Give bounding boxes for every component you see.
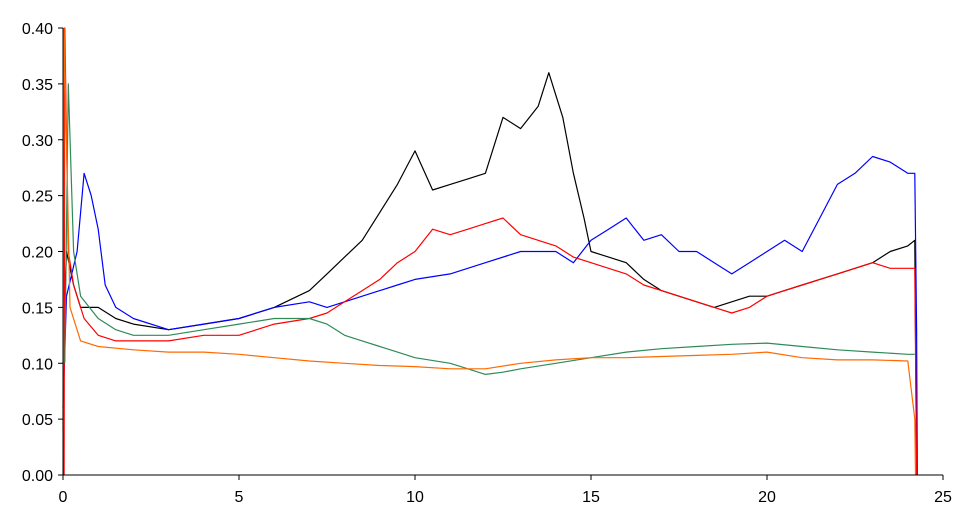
x-tick-label: 25 — [934, 489, 952, 506]
y-tick-label: 0.20 — [22, 245, 53, 262]
y-tick-label: 0.25 — [22, 189, 53, 206]
series-line-3 — [64, 83, 915, 375]
series-line-0 — [64, 72, 918, 476]
series-line-4 — [62, 27, 917, 476]
y-ticks: 0.00 0.05 0.10 0.15 0.20 0.25 0.30 0.35 0.40 — [22, 21, 63, 485]
series-line-2 — [63, 27, 918, 476]
y-tick-label: 0.10 — [22, 356, 53, 373]
x-tick-label: 10 — [406, 489, 424, 506]
x-tick-label: 20 — [758, 489, 776, 506]
y-tick-label: 0.30 — [22, 133, 53, 150]
x-tick-label: 15 — [582, 489, 600, 506]
series-layer — [62, 27, 918, 476]
y-tick-label: 0.15 — [22, 300, 53, 317]
x-tick-label: 0 — [59, 489, 68, 506]
y-tick-label: 0.35 — [22, 77, 53, 94]
x-tick-label: 5 — [235, 489, 244, 506]
y-tick-label: 0.40 — [22, 21, 53, 38]
x-ticks: 0 5 10 15 20 25 — [59, 475, 952, 506]
y-tick-label: 0.05 — [22, 412, 53, 429]
series-line-1 — [62, 155, 918, 476]
y-tick-label: 0.00 — [22, 468, 53, 485]
